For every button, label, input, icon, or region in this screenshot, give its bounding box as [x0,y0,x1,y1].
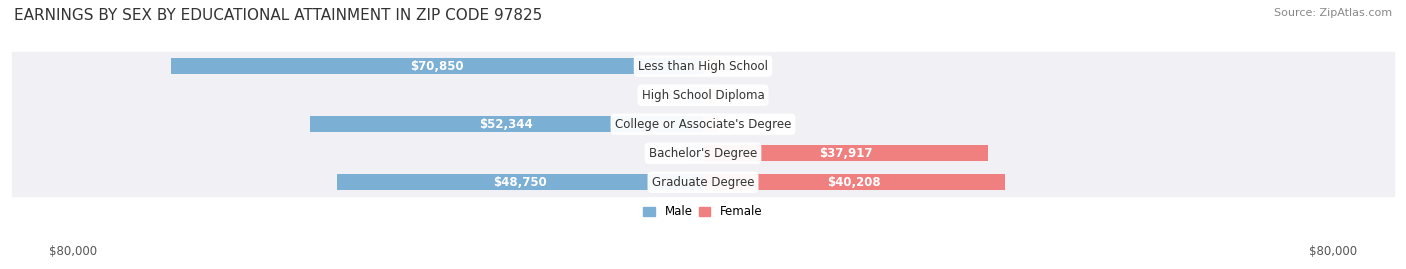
Text: $40,208: $40,208 [827,176,882,189]
Text: Less than High School: Less than High School [638,60,768,73]
Bar [703,116,718,132]
Bar [11,81,1395,109]
Bar [703,174,1005,190]
Bar [336,174,703,190]
Text: $0: $0 [725,118,741,131]
Text: $0: $0 [665,89,681,102]
Text: $70,850: $70,850 [411,60,464,73]
Text: Bachelor's Degree: Bachelor's Degree [650,147,756,160]
Bar [11,52,1395,80]
Text: $48,750: $48,750 [494,176,547,189]
Legend: Male, Female: Male, Female [638,200,768,223]
Bar [688,145,703,161]
Bar [703,145,988,161]
Text: $0: $0 [665,147,681,160]
Text: $0: $0 [725,89,741,102]
Text: Source: ZipAtlas.com: Source: ZipAtlas.com [1274,8,1392,18]
Bar [11,168,1395,196]
Text: $52,344: $52,344 [479,118,533,131]
Text: $37,917: $37,917 [818,147,872,160]
Text: $0: $0 [725,60,741,73]
Text: $80,000: $80,000 [49,245,97,258]
Text: $80,000: $80,000 [1309,245,1357,258]
Bar [11,110,1395,139]
Bar [309,116,703,132]
Text: Graduate Degree: Graduate Degree [652,176,754,189]
Bar [688,87,703,103]
Text: College or Associate's Degree: College or Associate's Degree [614,118,792,131]
Bar [703,87,718,103]
Bar [170,58,703,74]
Text: EARNINGS BY SEX BY EDUCATIONAL ATTAINMENT IN ZIP CODE 97825: EARNINGS BY SEX BY EDUCATIONAL ATTAINMEN… [14,8,543,23]
Bar [703,58,718,74]
Text: High School Diploma: High School Diploma [641,89,765,102]
Bar [11,139,1395,167]
